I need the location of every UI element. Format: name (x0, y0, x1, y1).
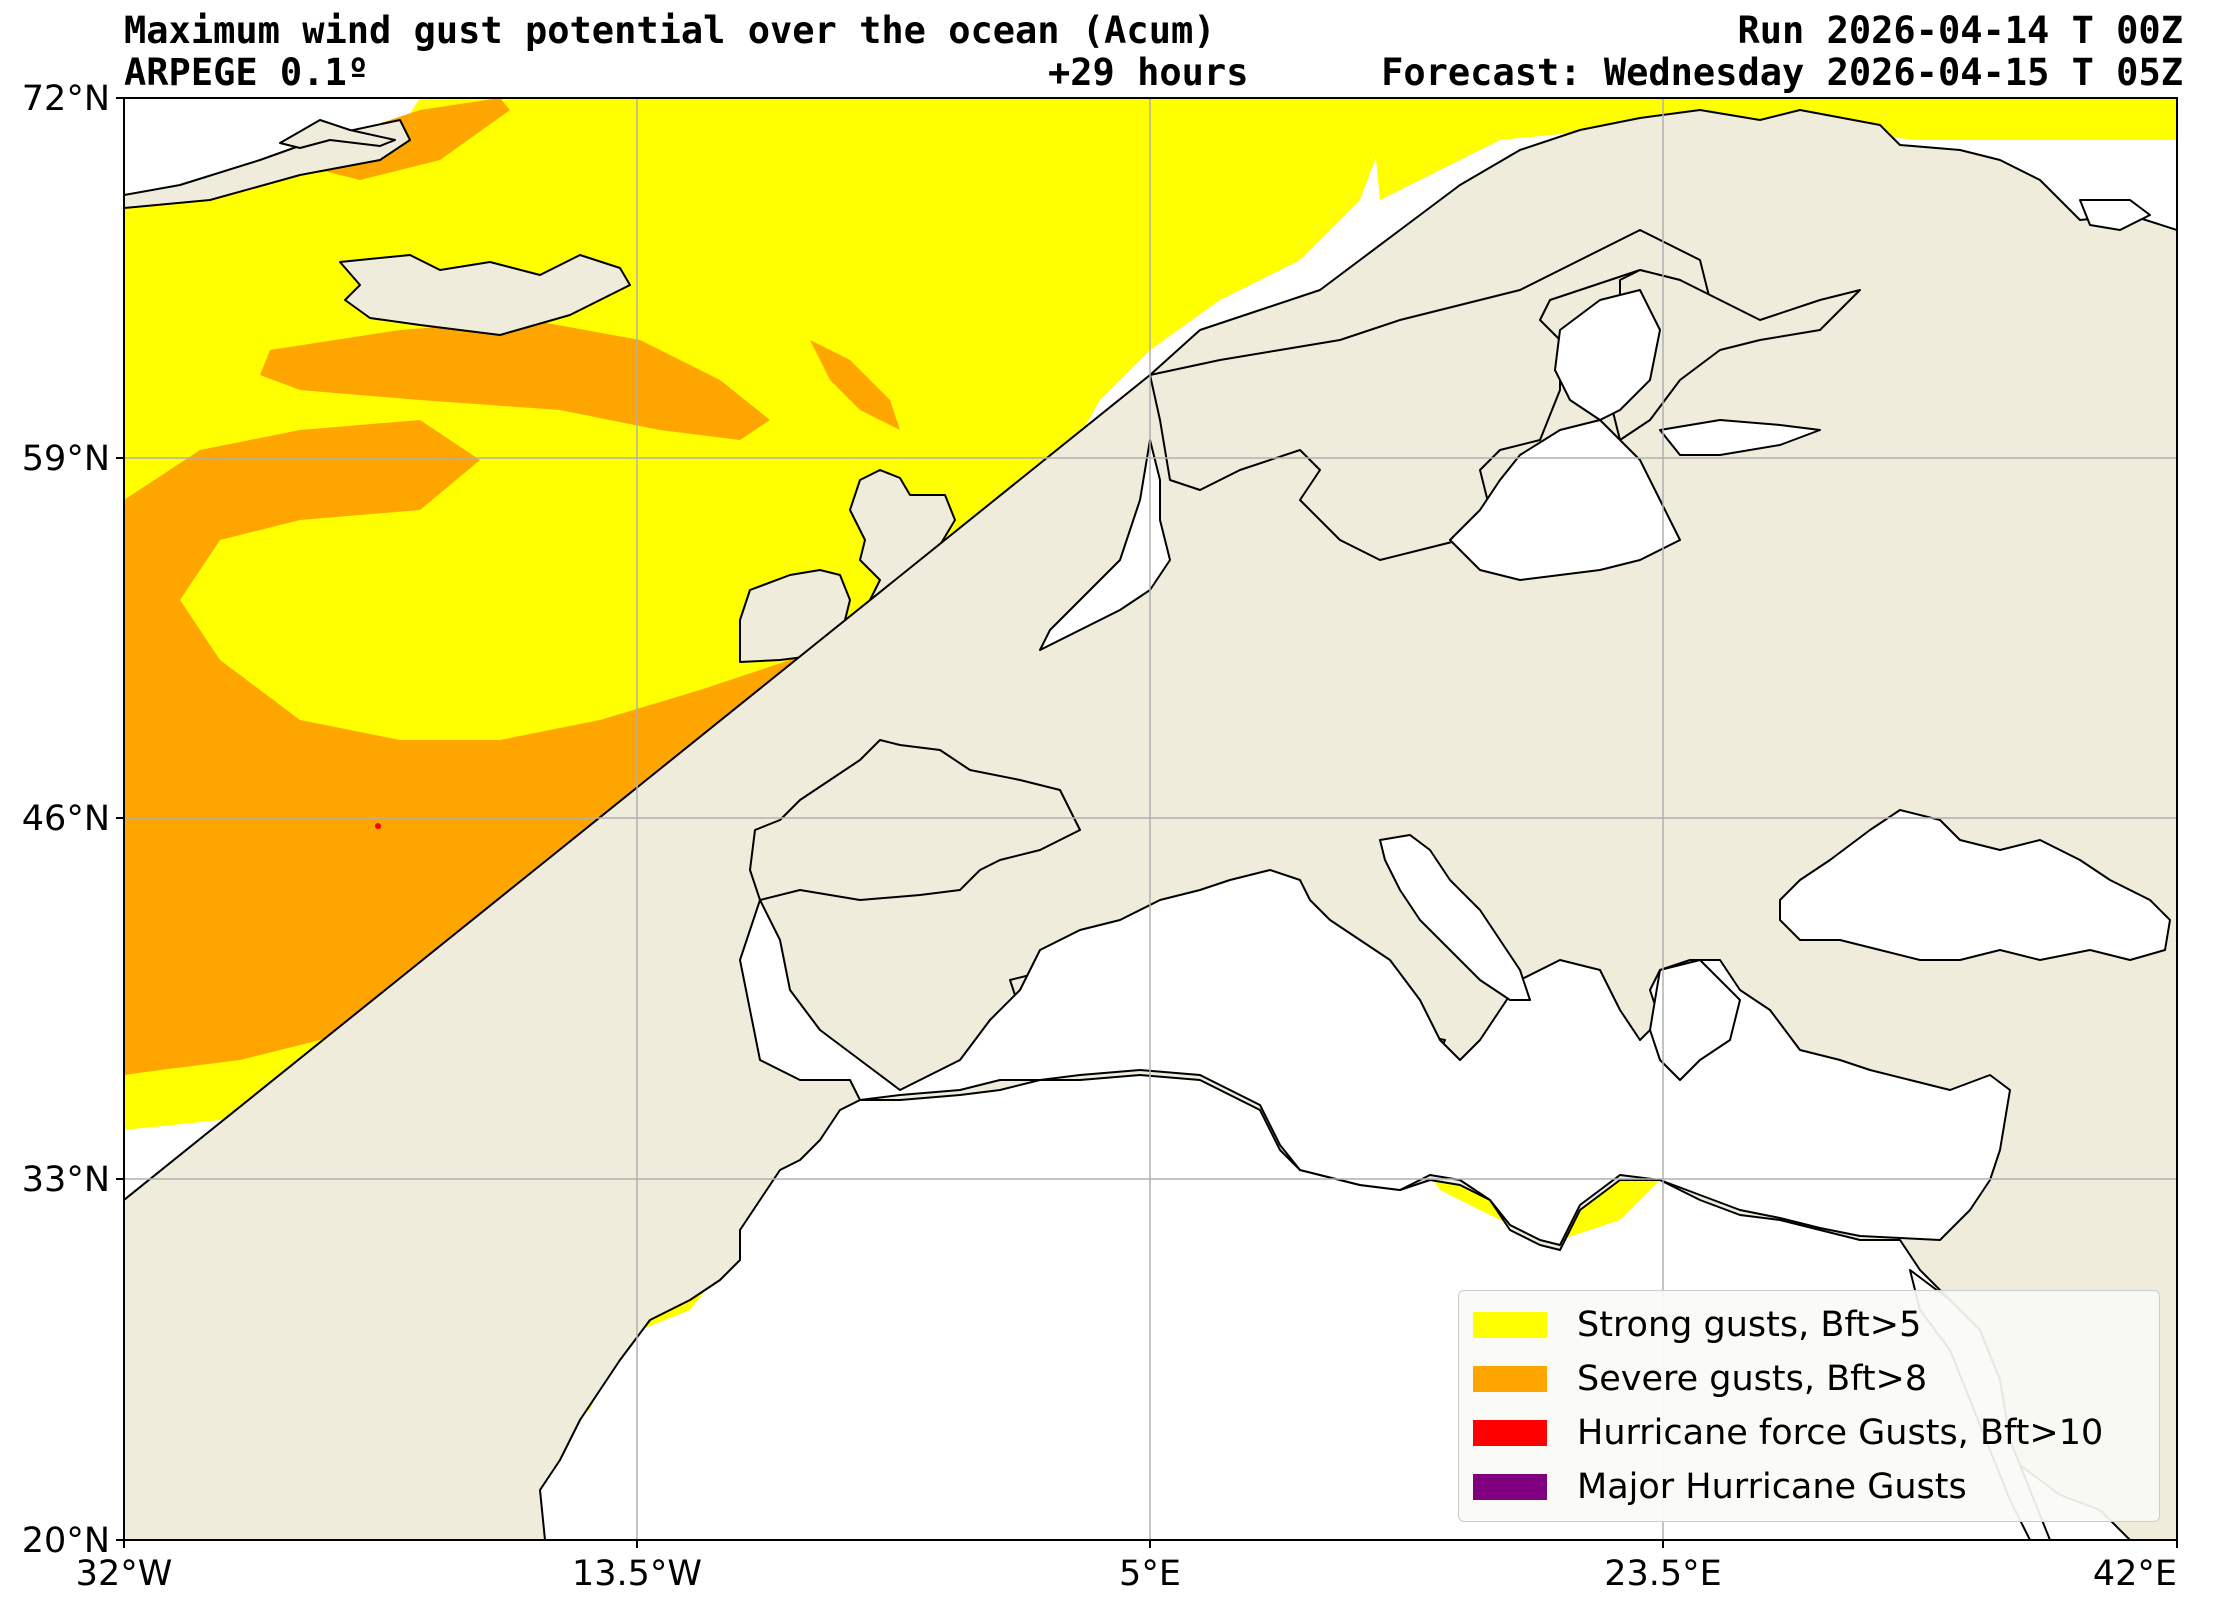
legend-swatch-strong (1473, 1312, 1547, 1338)
legend-label-severe: Severe gusts, Bft>8 (1577, 1359, 1928, 1399)
map-title: Maximum wind gust potential over the oce… (124, 9, 1216, 52)
lat-label-72n: 72°N (22, 79, 110, 119)
legend-item-strong: Strong gusts, Bft>5 (1473, 1305, 1921, 1345)
forecast-time-label: Forecast: Wednesday 2026-04-15 T 05Z (1381, 51, 2183, 94)
lat-label-20n: 20°N (22, 1521, 110, 1561)
axis-ticks (116, 97, 2178, 1548)
legend-swatch-severe (1473, 1366, 1547, 1392)
run-label: Run 2026-04-14 T 00Z (1737, 9, 2183, 52)
legend-item-hurricane: Hurricane force Gusts, Bft>10 (1473, 1413, 2103, 1453)
legend-item-severe: Severe gusts, Bft>8 (1473, 1359, 1927, 1399)
lon-label-13-5w: 13.5°W (572, 1554, 702, 1594)
legend-item-major: Major Hurricane Gusts (1473, 1467, 1967, 1507)
legend-label-strong: Strong gusts, Bft>5 (1577, 1305, 1922, 1345)
lon-label-23-5e: 23.5°E (1604, 1554, 1722, 1594)
legend-label-hurricane: Hurricane force Gusts, Bft>10 (1577, 1413, 2104, 1453)
lat-label-59n: 59°N (22, 439, 110, 479)
legend-swatch-major (1473, 1474, 1547, 1500)
legend-label-major: Major Hurricane Gusts (1577, 1467, 1967, 1507)
legend-swatch-hurricane (1473, 1420, 1547, 1446)
legend: Strong gusts, Bft>5 Severe gusts, Bft>8 … (1458, 1290, 2160, 1522)
lon-label-32w: 32°W (76, 1554, 173, 1594)
lon-label-42e: 42°E (2093, 1554, 2177, 1594)
lat-label-46n: 46°N (22, 799, 110, 839)
lead-time-label: +29 hours (1048, 51, 1249, 94)
inland-seas (739, 199, 2171, 1540)
lat-label-33n: 33°N (22, 1160, 110, 1200)
lon-label-5e: 5°E (1119, 1554, 1181, 1594)
model-label: ARPEGE 0.1º (124, 51, 370, 94)
